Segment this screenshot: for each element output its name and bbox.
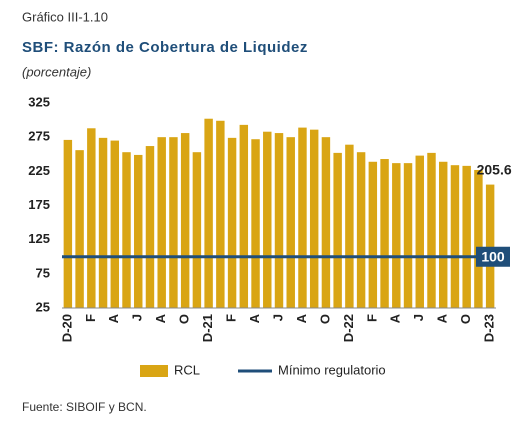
bar (403, 163, 413, 308)
bar (286, 137, 295, 308)
legend-label: RCL (174, 362, 200, 377)
bar (415, 155, 424, 308)
bar (204, 118, 213, 308)
bar (356, 152, 366, 308)
bar (110, 140, 120, 308)
bar (98, 137, 108, 308)
bar (462, 165, 471, 308)
y-tick-label: 225 (28, 163, 50, 178)
x-tick-label: J (130, 314, 145, 321)
x-tick-label: D-20 (59, 314, 74, 342)
bar (274, 133, 284, 308)
y-tick-label: 175 (28, 197, 50, 212)
x-tick-label: A (435, 313, 450, 323)
x-tick-label: D-22 (341, 314, 356, 342)
x-tick-label: D-21 (200, 314, 215, 342)
bar (427, 152, 436, 308)
bar (239, 124, 249, 308)
bar (485, 184, 495, 308)
legend-swatch (140, 365, 168, 377)
x-tick-label: J (411, 314, 426, 321)
bar (63, 139, 73, 308)
x-tick-label: O (458, 314, 473, 324)
x-tick-label: A (247, 313, 262, 323)
legend-label: Mínimo regulatorio (278, 362, 386, 377)
chart-label: Gráfico III-1.10 (22, 9, 108, 24)
bar (169, 137, 178, 308)
x-tick-label: A (153, 313, 168, 323)
chart-subtitle: (porcentaje) (22, 64, 91, 79)
x-tick-label: D-23 (482, 314, 497, 342)
y-tick-label: 275 (28, 129, 50, 144)
bar (321, 137, 331, 308)
y-tick-label: 325 (28, 94, 50, 109)
x-tick-label: F (364, 314, 379, 322)
x-tick-label: F (224, 314, 239, 322)
x-tick-label: F (83, 314, 98, 322)
x-tick-label: J (270, 314, 285, 321)
bar (438, 161, 448, 308)
bar (345, 144, 354, 308)
bar (251, 139, 260, 308)
bar (75, 150, 84, 308)
chart-title: SBF: Razón de Cobertura de Liquidez (22, 39, 308, 56)
reference-label-box (476, 246, 510, 267)
bar (380, 159, 389, 308)
bar (392, 163, 401, 308)
x-tick-label: O (317, 314, 332, 324)
bar (450, 165, 460, 308)
value-label: 205.6 (477, 161, 512, 177)
x-tick-label: A (294, 313, 309, 323)
reference-label: 100 (481, 248, 505, 264)
bar (216, 120, 225, 309)
source: Fuente: SIBOIF y BCN. (22, 400, 147, 414)
bar (87, 128, 96, 308)
x-tick-label: A (106, 313, 121, 323)
bar (227, 137, 237, 308)
bar (122, 152, 131, 308)
bar (180, 133, 190, 308)
bar (145, 146, 155, 308)
x-tick-label: A (388, 313, 403, 323)
bar (333, 152, 342, 308)
y-tick-label: 25 (36, 299, 50, 314)
y-tick-label: 75 (36, 265, 50, 280)
bar (298, 127, 307, 308)
bar (474, 169, 483, 308)
bar (263, 131, 272, 308)
bar (192, 152, 202, 308)
bar (309, 129, 319, 308)
y-tick-label: 125 (28, 231, 50, 246)
bar (368, 161, 378, 308)
bar (157, 137, 166, 308)
x-tick-label: O (177, 314, 192, 324)
bar (134, 154, 143, 308)
